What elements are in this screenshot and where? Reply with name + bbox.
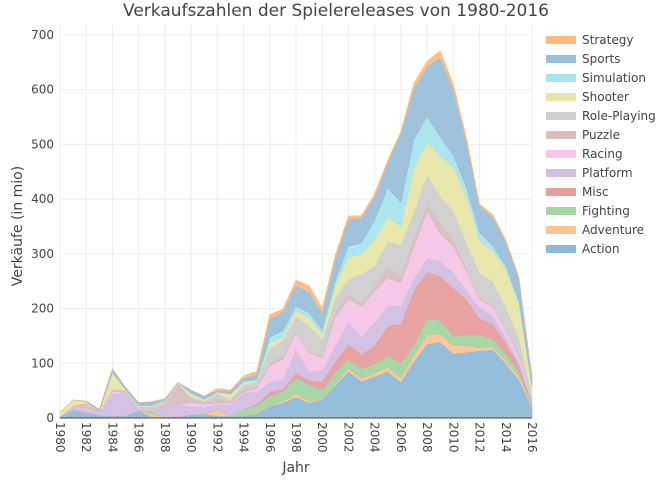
y-tick-label: 400 (31, 192, 54, 206)
legend-swatch (546, 245, 576, 253)
legend-swatch (546, 36, 576, 44)
x-tick-label: 1996 (263, 422, 277, 453)
y-axis-title: Verkäufe (in mio) (10, 166, 26, 286)
legend-swatch (546, 207, 576, 215)
legend-label: Puzzle (582, 128, 620, 142)
legend-label: Platform (582, 166, 633, 180)
axes: 0 100 200 300 400 500 600 700 1980 1982 1984 1986 19… (31, 28, 539, 453)
x-tick-label: 1988 (158, 422, 172, 453)
legend-item-platform[interactable]: Platform (546, 166, 633, 180)
legend-item-shooter[interactable]: Shooter (546, 90, 629, 104)
legend-item-puzzle[interactable]: Puzzle (546, 128, 620, 142)
y-tick-label: 300 (31, 247, 54, 261)
legend-item-action[interactable]: Action (546, 242, 620, 256)
legend-label: Sports (582, 52, 620, 66)
legend-swatch (546, 226, 576, 234)
legend-item-fighting[interactable]: Fighting (546, 204, 630, 218)
y-tick-label: 500 (31, 137, 54, 151)
x-tick-label: 1992 (210, 422, 224, 453)
legend-item-adventure[interactable]: Adventure (546, 223, 644, 237)
x-tick-label: 1980 (53, 422, 67, 453)
legend-item-misc[interactable]: Misc (546, 185, 609, 199)
legend-label: Fighting (582, 204, 630, 218)
legend-label: Strategy (582, 33, 633, 47)
area-series (59, 50, 533, 419)
legend-item-sports[interactable]: Sports (546, 52, 620, 66)
legend-item-simulation[interactable]: Simulation (546, 71, 646, 85)
chart-title: Verkaufszahlen der Spielereleases von 19… (123, 1, 549, 21)
legend-swatch (546, 131, 576, 139)
legend-label: Action (582, 242, 620, 256)
legend-item-racing[interactable]: Racing (546, 147, 623, 161)
x-tick-label: 2004 (368, 422, 382, 453)
legend-item-role-playing[interactable]: Role-Playing (546, 109, 656, 123)
x-tick-label: 2006 (394, 422, 408, 453)
y-tick-label: 200 (31, 302, 54, 316)
legend-label: Adventure (582, 223, 644, 237)
x-tick-label: 2016 (525, 422, 539, 453)
legend-swatch (546, 93, 576, 101)
legend-label: Shooter (582, 90, 629, 104)
legend-swatch (546, 55, 576, 63)
legend-label: Racing (582, 147, 623, 161)
x-axis-title: Jahr (281, 460, 310, 476)
legend-swatch (546, 112, 576, 120)
legend-item-strategy[interactable]: Strategy (546, 33, 633, 47)
x-tick-label: 2014 (499, 422, 513, 453)
y-tick-label: 600 (31, 83, 54, 97)
y-tick-label: 700 (31, 28, 54, 42)
legend-swatch (546, 74, 576, 82)
x-tick-label: 1998 (289, 422, 303, 453)
legend: Strategy Sports Simulation Shooter Role-Play… (546, 33, 656, 256)
x-tick-label: 1984 (105, 422, 119, 453)
x-tick-label: 1982 (79, 422, 93, 453)
x-tick-label: 2002 (341, 422, 355, 453)
legend-swatch (546, 188, 576, 196)
x-tick-label: 1986 (132, 422, 146, 453)
area-strategy[interactable] (59, 50, 533, 413)
y-tick-label: 100 (31, 356, 54, 370)
y-tick-label: 0 (46, 411, 54, 425)
legend-label: Role-Playing (582, 109, 656, 123)
x-tick-label: 2008 (420, 422, 434, 453)
legend-swatch (546, 150, 576, 158)
legend-swatch (546, 169, 576, 177)
x-tick-label: 2012 (473, 422, 487, 453)
legend-label: Simulation (582, 71, 646, 85)
x-tick-label: 2000 (315, 422, 329, 453)
x-tick-label: 2010 (446, 422, 460, 453)
x-tick-label: 1994 (237, 422, 251, 453)
legend-label: Misc (582, 185, 609, 199)
x-tick-label: 1990 (184, 422, 198, 453)
